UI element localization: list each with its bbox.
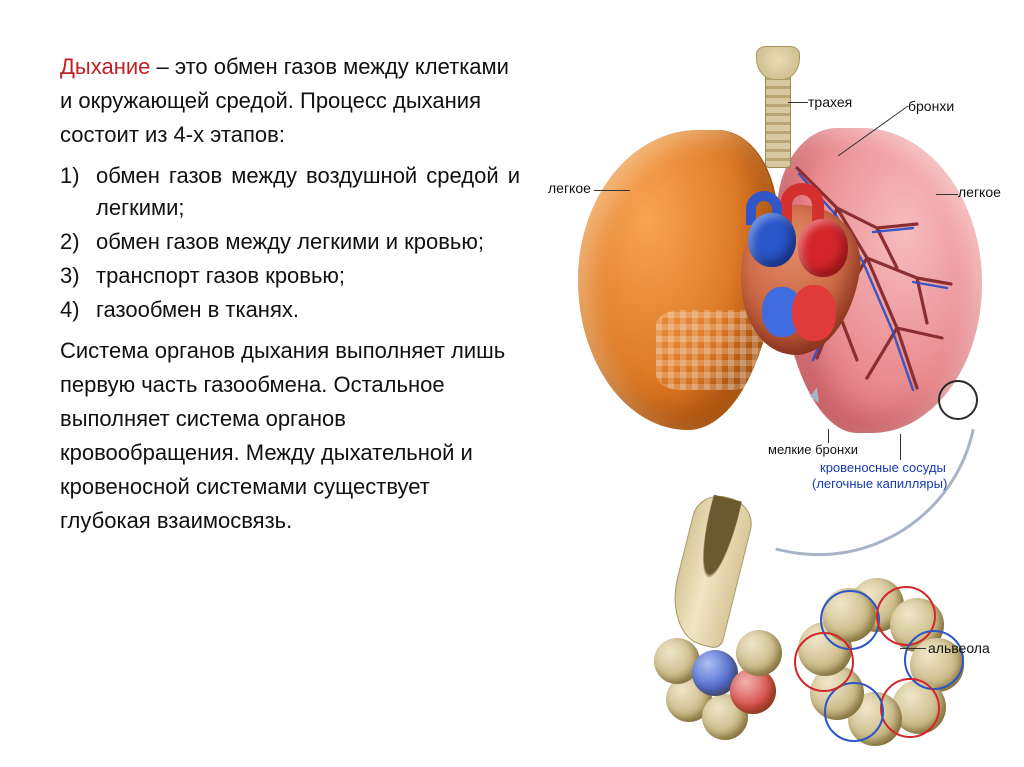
stage-num: 4): [60, 294, 96, 326]
label-alveolus: альвеола: [928, 640, 990, 656]
label-vessels-1: кровеносные сосуды: [820, 460, 946, 475]
leader-line: [900, 648, 926, 649]
text-column: Дыхание – это обмен газов между клетками…: [60, 50, 530, 747]
label-small-bronchi: мелкие бронхи: [768, 442, 858, 457]
stages-list: 1)обмен газов между воздушной средой и л…: [60, 160, 520, 325]
stage-num: 1): [60, 160, 96, 224]
stage-text: обмен газов между воздушной средой и лег…: [96, 160, 520, 224]
label-vessels-2: (легочные капилляры): [812, 476, 947, 491]
heart-icon: [740, 205, 858, 355]
capillary-icon: [794, 632, 854, 692]
outro-paragraph: Система органов дыхания выполняет лишь п…: [60, 334, 520, 539]
stage-item: 4)газообмен в тканях.: [60, 294, 520, 326]
stage-text: транспорт газов кровью;: [96, 260, 520, 292]
leader-line: [788, 102, 808, 103]
capillary-icon: [824, 682, 884, 742]
stage-num: 2): [60, 226, 96, 258]
stage-text: газообмен в тканях.: [96, 294, 520, 326]
leader-line: [838, 106, 910, 160]
alveolar-sac-icon: [736, 630, 782, 676]
respiratory-diagram: трахея бронхи легкое легкое мелкие бронх…: [540, 50, 1000, 730]
leader-line: [900, 434, 901, 460]
label-bronchi: бронхи: [908, 98, 954, 114]
leader-line: [594, 190, 630, 191]
leader-line: [828, 429, 829, 443]
magnifier-icon: [938, 380, 978, 420]
larynx-icon: [756, 46, 800, 80]
stage-num: 3): [60, 260, 96, 292]
figure-column: трахея бронхи легкое легкое мелкие бронх…: [530, 50, 1004, 747]
stage-item: 2)обмен газов между легкими и кровью;: [60, 226, 520, 258]
stage-text: обмен газов между легкими и кровью;: [96, 226, 520, 258]
stage-item: 3)транспорт газов кровью;: [60, 260, 520, 292]
term-dyhanie: Дыхание: [60, 54, 150, 79]
capillary-icon: [880, 678, 940, 738]
leader-line: [936, 194, 958, 195]
intro-paragraph: Дыхание – это обмен газов между клетками…: [60, 50, 520, 152]
stage-item: 1)обмен газов между воздушной средой и л…: [60, 160, 520, 224]
label-lung-left: легкое: [548, 180, 591, 196]
label-lung-right: легкое: [958, 184, 1001, 200]
